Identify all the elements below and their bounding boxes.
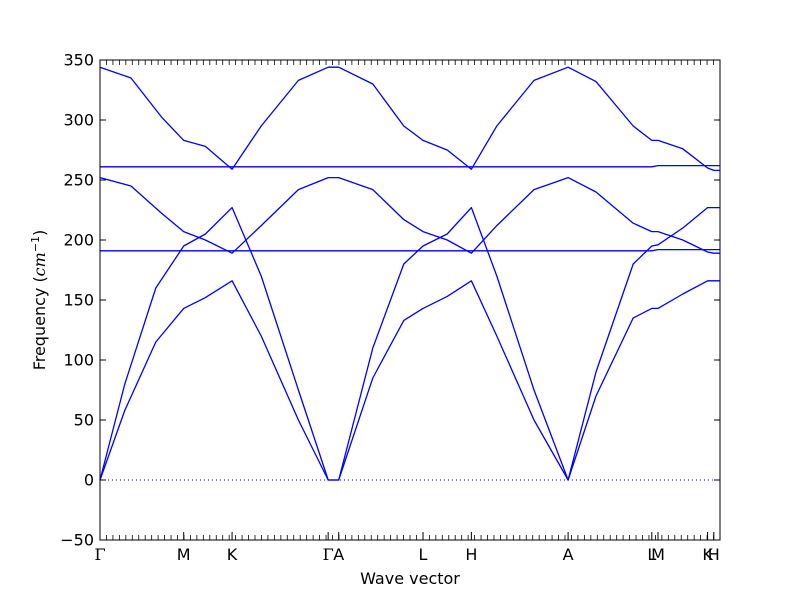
x-tick-label: Γ <box>323 545 334 564</box>
plot-area <box>99 66 720 481</box>
y-tick-label: 350 <box>63 51 94 70</box>
y-axis-ticks: −50 0 50 100 150 200 250 300 350 <box>60 51 720 550</box>
y-tick-label: −50 <box>60 531 94 550</box>
x-tick-label: M <box>651 545 665 564</box>
axes-frame <box>99 59 721 541</box>
phonon-branch-5 <box>99 66 720 172</box>
y-tick-label: 150 <box>63 291 94 310</box>
x-tick-label: H <box>465 545 477 564</box>
phonon-branch-2 <box>99 206 720 481</box>
phonon-branch-3 <box>99 176 720 254</box>
y-tick-label: 0 <box>84 471 94 490</box>
y-axis-title-suffix: ) <box>30 230 49 236</box>
x-axis-ticks: Γ M K Γ A L H A LM KH <box>94 60 721 564</box>
x-tick-label: Γ <box>94 545 105 564</box>
phonon-branch-1 <box>99 280 720 481</box>
x-tick-label: K <box>702 545 713 564</box>
y-tick-label: 250 <box>63 171 94 190</box>
y-axis-title-exponent: −1 <box>29 236 42 252</box>
x-tick-label: M <box>177 545 191 564</box>
y-tick-label: 300 <box>63 111 94 130</box>
y-tick-label: 100 <box>63 351 94 370</box>
phonon-branch-6 <box>100 164 720 168</box>
x-axis-title: Wave vector <box>360 569 460 588</box>
y-axis-title-unit: cm <box>30 252 49 276</box>
y-axis-title: Frequency (cm−1) <box>29 230 50 371</box>
phonon-branch-4 <box>100 248 720 252</box>
y-tick-label: 200 <box>63 231 94 250</box>
x-tick-label: K <box>227 545 238 564</box>
x-tick-label: A <box>333 545 344 564</box>
x-tick-label: L <box>419 545 428 564</box>
x-tick-label: H <box>708 545 720 564</box>
x-tick-label: L <box>647 545 656 564</box>
x-tick-label: A <box>563 545 574 564</box>
y-tick-label: 50 <box>74 411 94 430</box>
y-axis-title-prefix: Frequency ( <box>30 276 49 370</box>
